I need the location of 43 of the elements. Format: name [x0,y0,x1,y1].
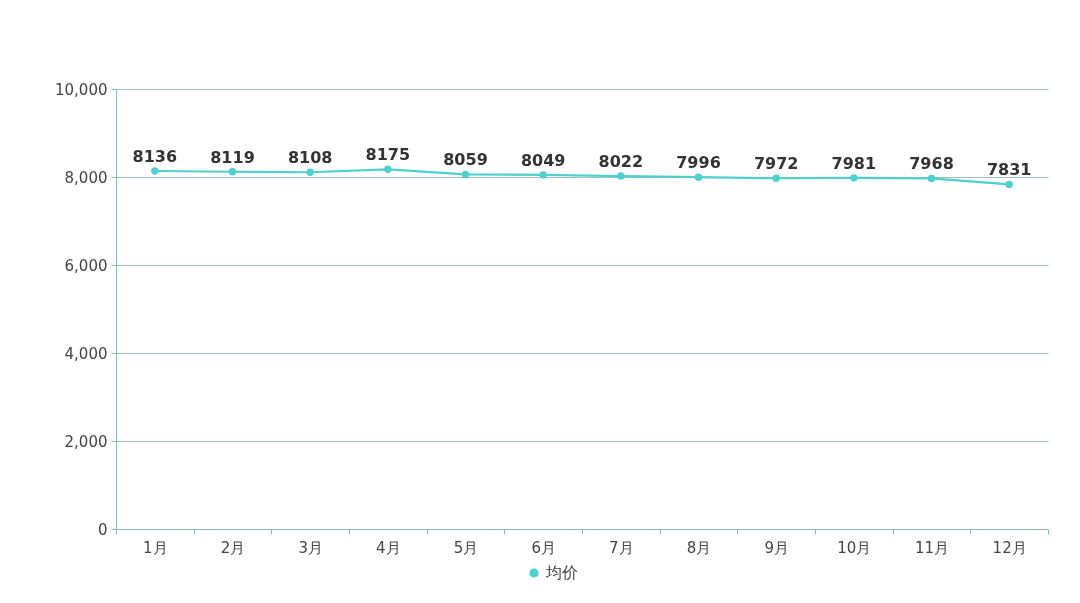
data-label: 8108 [287,148,333,168]
data-label: 7996 [676,153,721,173]
y-tick-label: 0 [97,520,108,539]
point [384,165,392,173]
point [617,172,625,180]
data-label: 7968 [909,154,954,174]
x-tick-label: 7月 [609,538,634,557]
data-label: 7831 [986,160,1032,180]
point [539,171,547,179]
point [850,174,858,182]
point [151,167,159,175]
y-tick-label: 4,000 [64,344,108,363]
x-tick-label: 1月 [143,538,168,557]
y-tick-label: 6,000 [64,256,108,275]
x-tick-label: 9月 [764,538,789,557]
data-label: 8175 [365,145,411,165]
data-label: 7972 [753,154,799,174]
data-label: 8049 [520,150,566,170]
point [461,170,470,179]
y-tick-label: 10,000 [55,80,108,99]
data-label: 7981 [831,153,877,173]
point [306,168,314,176]
x-tick-label: 3月 [298,538,323,557]
x-tick-label: 10月 [837,538,872,557]
x-tick-label: 2月 [220,538,246,557]
x-tick-label: 6月 [531,538,556,557]
data-label: 8136 [132,147,178,167]
data-label: 8119 [210,147,255,167]
x-tick-label: 5月 [453,538,479,557]
y-tick-label: 8,000 [64,168,108,187]
legend-label: 均价 [545,563,578,582]
x-tick-label: 4月 [376,538,401,557]
data-label: 8059 [443,150,488,170]
point [1005,180,1013,189]
data-label: 8022 [598,152,644,172]
x-tick-label: 8月 [686,538,712,557]
point [694,173,703,181]
x-tick-label: 11月 [914,538,950,557]
point [772,174,780,182]
point [228,168,237,176]
point [927,174,936,183]
x-tick-label: 12月 [992,538,1027,557]
y-tick-label: 2,000 [64,432,108,451]
